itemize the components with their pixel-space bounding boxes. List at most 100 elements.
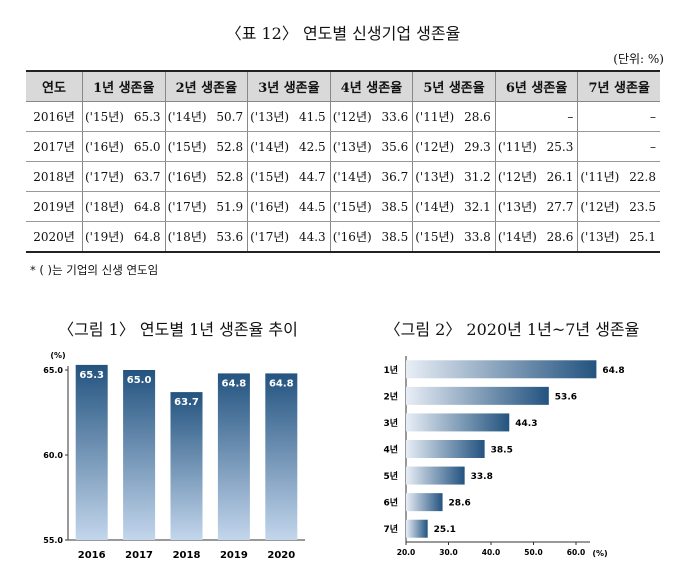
year-cell: 2019년: [26, 191, 83, 222]
survival-value-cell: 28.6: [542, 221, 578, 253]
table-row: 2018년 ('17년) 63.7 ('16년) 52.8 ('15년) 44.7 ('14년…: [26, 161, 660, 192]
x-tick-label: 30.0: [439, 548, 458, 557]
survival-value-cell: 23.5: [624, 191, 660, 222]
origin-year-cell: [577, 131, 625, 162]
bar-value-label: 38.5: [491, 446, 513, 456]
x-tick-label: 20.0: [397, 548, 416, 557]
survival-table: 연도 1년 생존율 2년 생존율 3년 생존율 4년 생존율 5년 생존율 6년…: [26, 70, 660, 253]
y-tick-label: 7년: [383, 523, 398, 535]
bar: [406, 440, 485, 458]
x-tick-label: 2016: [78, 550, 106, 561]
bar: [75, 364, 108, 540]
year-cell: 2016년: [26, 101, 83, 132]
x-tick-label: 2018: [173, 550, 201, 561]
header-4y: 4년 생존율: [329, 71, 413, 102]
survival-value-cell: 25.3: [542, 131, 578, 162]
chart1-title: 〈그림 1〉 연도별 1년 생존율 추이: [58, 320, 298, 339]
origin-year-cell: ('13년): [247, 101, 295, 132]
survival-value-cell: 64.8: [129, 221, 166, 253]
survival-value-cell: 31.2: [459, 161, 496, 192]
origin-year-cell: ('14년): [494, 221, 543, 253]
bar: [406, 519, 428, 538]
origin-year-cell: ('12년): [412, 131, 460, 162]
x-tick-label: 50.0: [524, 548, 543, 557]
origin-year-cell: ('15년): [164, 131, 213, 162]
survival-value-cell: 44.3: [294, 221, 331, 253]
bar-value-label: 65.0: [127, 375, 152, 386]
bar-value-label: 64.8: [269, 378, 294, 389]
origin-year-cell: ('18년): [81, 191, 130, 222]
header-3y: 3년 생존율: [247, 71, 331, 102]
survival-value-cell: 25.1: [624, 221, 660, 253]
origin-year-cell: ('14년): [329, 161, 378, 192]
origin-year-cell: ('12년): [494, 161, 543, 192]
y-tick-label: 5년: [383, 470, 398, 482]
origin-year-cell: ('16년): [164, 161, 213, 192]
origin-year-cell: ('11년): [412, 101, 460, 132]
origin-year-cell: ('18년): [164, 221, 213, 253]
bar: [406, 493, 443, 512]
bar: [265, 373, 298, 540]
bar: [123, 370, 156, 540]
header-7y: 7년 생존율: [577, 71, 660, 102]
table-row: 2017년 ('16년) 65.0 ('15년) 52.8 ('14년) 42.5 ('13년…: [26, 131, 660, 162]
y-tick-label: 2년: [383, 390, 398, 402]
survival-value-cell: 52.8: [212, 131, 248, 162]
x-tick-label: 40.0: [482, 548, 501, 557]
survival-value-cell: 65.3: [129, 101, 166, 132]
x-unit-label: (%): [592, 549, 607, 558]
origin-year-cell: ('13년): [577, 221, 625, 253]
bar-value-label: 44.3: [515, 419, 537, 429]
origin-year-cell: ('17년): [164, 191, 213, 222]
chart2-title: 〈그림 2〉 2020년 1년~7년 생존율: [384, 320, 640, 339]
unit-label: (단위: %): [613, 52, 664, 66]
survival-value-cell: 63.7: [129, 161, 166, 192]
header-2y: 2년 생존율: [164, 71, 248, 102]
survival-value-cell: 41.5: [294, 101, 331, 132]
table-row: 2019년 ('18년) 64.8 ('17년) 51.9 ('16년) 44.5 ('15년…: [26, 191, 660, 222]
y-tick-label: 4년: [383, 444, 398, 456]
origin-year-cell: ('13년): [412, 161, 460, 192]
origin-year-cell: ('14년): [164, 101, 213, 132]
origin-year-cell: ('16년): [329, 221, 378, 253]
y-tick-label: 1년: [383, 364, 398, 376]
bar: [406, 386, 549, 405]
survival-value-cell: 51.9: [212, 191, 248, 222]
survival-value-cell: 28.6: [459, 101, 496, 132]
origin-year-cell: ('13년): [494, 191, 543, 222]
table-title: 〈표 12〉 연도별 신생기업 생존율: [225, 24, 461, 43]
survival-value-cell: 38.5: [377, 221, 413, 253]
survival-value-cell: 35.6: [377, 131, 413, 162]
origin-year-cell: ('13년): [329, 131, 378, 162]
bar-value-label: 53.6: [555, 392, 577, 402]
survival-value-cell: 53.6: [212, 221, 248, 253]
survival-value-cell: 33.6: [377, 101, 413, 132]
survival-value-cell: 26.1: [542, 161, 578, 192]
survival-value-cell: 27.7: [542, 191, 578, 222]
origin-year-cell: ('14년): [412, 191, 460, 222]
survival-value-cell: 50.7: [212, 101, 248, 132]
bar: [406, 413, 510, 432]
origin-year-cell: ('19년): [81, 221, 130, 253]
survival-value-cell: –: [542, 101, 578, 132]
bar: [170, 392, 203, 540]
bar: [217, 373, 250, 540]
y-tick-label: 55.0: [43, 536, 63, 545]
bar-value-label: 33.8: [471, 472, 493, 482]
origin-year-cell: ('16년): [81, 131, 130, 162]
header-6y: 6년 생존율: [494, 71, 578, 102]
origin-year-cell: ('11년): [577, 161, 625, 192]
header-5y: 5년 생존율: [412, 71, 496, 102]
year-cell: 2018년: [26, 161, 83, 192]
survival-value-cell: 22.8: [624, 161, 660, 192]
survival-value-cell: 36.7: [377, 161, 413, 192]
survival-value-cell: 44.5: [294, 191, 331, 222]
origin-year-cell: [494, 101, 543, 132]
bar: [406, 360, 597, 379]
year-cell: 2020년: [26, 221, 83, 253]
y-unit-label: (%): [50, 351, 65, 360]
survival-value-cell: –: [624, 131, 660, 162]
y-tick-label: 6년: [383, 497, 398, 509]
origin-year-cell: ('17년): [247, 221, 295, 253]
header-year: 연도: [26, 71, 83, 102]
